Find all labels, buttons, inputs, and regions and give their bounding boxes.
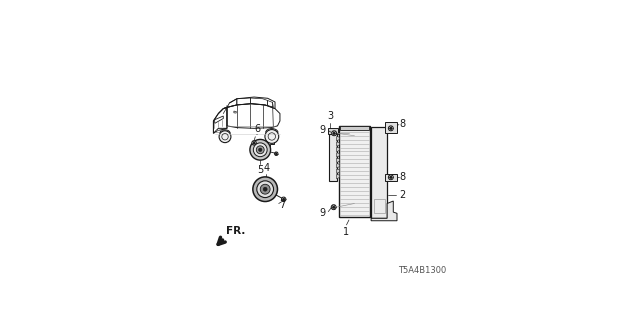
FancyBboxPatch shape <box>329 134 337 181</box>
Polygon shape <box>337 136 340 141</box>
Polygon shape <box>371 201 397 221</box>
Text: 1: 1 <box>344 227 349 237</box>
Circle shape <box>332 131 337 136</box>
Text: 9: 9 <box>319 208 325 218</box>
Circle shape <box>253 142 255 144</box>
Circle shape <box>282 197 286 202</box>
Text: FR.: FR. <box>226 226 245 236</box>
Text: 4: 4 <box>263 163 269 173</box>
Text: 2: 2 <box>399 190 405 200</box>
Circle shape <box>260 184 270 194</box>
Circle shape <box>390 127 392 130</box>
Polygon shape <box>385 122 397 133</box>
Circle shape <box>256 146 264 154</box>
Circle shape <box>252 141 256 145</box>
Text: 8: 8 <box>399 172 406 182</box>
FancyBboxPatch shape <box>340 126 369 130</box>
Circle shape <box>250 140 271 160</box>
Text: 5: 5 <box>257 165 264 175</box>
Circle shape <box>253 143 267 157</box>
Text: 7: 7 <box>279 200 285 210</box>
Polygon shape <box>337 153 340 157</box>
Circle shape <box>333 206 335 208</box>
Polygon shape <box>328 128 338 134</box>
Text: 6: 6 <box>254 124 260 134</box>
Circle shape <box>283 198 285 200</box>
Circle shape <box>333 132 335 134</box>
Circle shape <box>388 175 394 180</box>
Polygon shape <box>337 147 340 152</box>
Text: 3: 3 <box>328 111 333 121</box>
Polygon shape <box>385 173 397 181</box>
Polygon shape <box>337 169 340 173</box>
Circle shape <box>390 176 392 178</box>
Polygon shape <box>337 142 340 146</box>
FancyBboxPatch shape <box>371 127 387 218</box>
Circle shape <box>388 126 394 131</box>
Circle shape <box>275 153 277 155</box>
Text: 8: 8 <box>399 119 406 129</box>
Circle shape <box>257 181 273 197</box>
Circle shape <box>332 205 336 210</box>
Circle shape <box>275 152 278 156</box>
Text: 9: 9 <box>319 124 326 135</box>
Circle shape <box>253 177 278 202</box>
Circle shape <box>219 131 231 143</box>
Circle shape <box>265 130 279 143</box>
Polygon shape <box>337 174 340 179</box>
Polygon shape <box>337 158 340 163</box>
Text: T5A4B1300: T5A4B1300 <box>398 266 446 275</box>
FancyBboxPatch shape <box>339 126 370 217</box>
Circle shape <box>259 148 262 151</box>
Circle shape <box>263 187 267 191</box>
Polygon shape <box>337 164 340 168</box>
